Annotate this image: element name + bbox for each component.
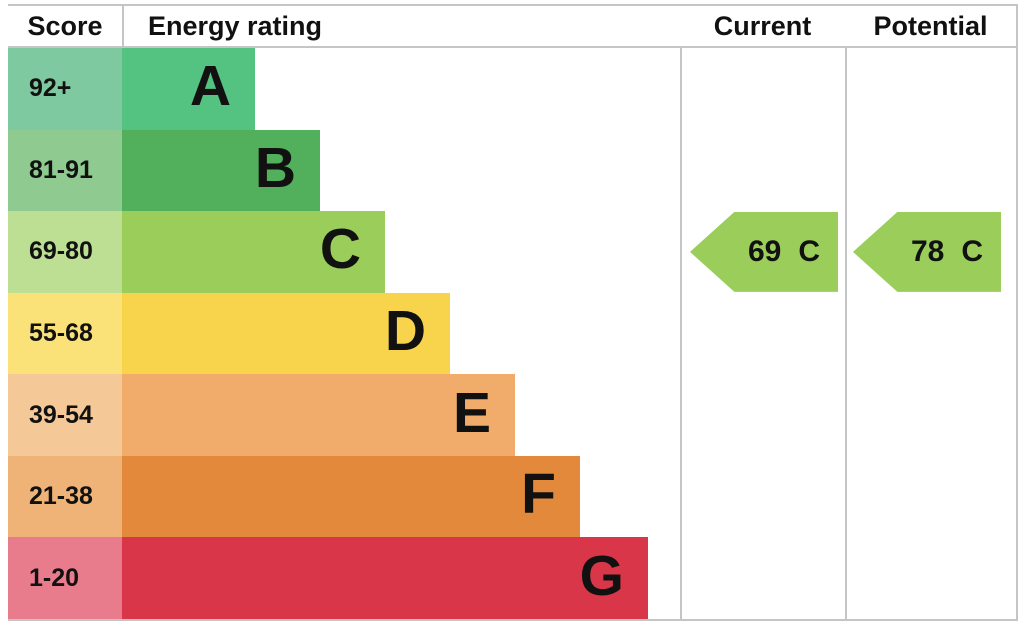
band-bar-A: A [122,48,255,130]
band-row-A: 92+ A [8,48,1016,130]
band-bar-E: E [122,374,515,456]
potential-band-letter: C [961,234,984,268]
band-score-range: 92+ [8,48,122,130]
band-letter: B [254,135,296,200]
band-letter: D [384,299,426,364]
current-score-value: 69 [747,234,782,268]
band-letter: F [521,462,556,527]
band-row-C: 69-80 C [8,211,1016,293]
band-row-G: 1-20 G [8,537,1016,620]
band-bar-D: D [122,292,450,375]
score-rating-header-divider [122,6,124,46]
band-letter: G [579,543,624,608]
band-bar-G: G [122,537,648,620]
band-bar-F: F [122,455,580,538]
band-letter: A [189,54,231,119]
current-column-header: Current [713,11,812,41]
band-letter: E [452,380,491,445]
current-band-letter: C [798,234,821,268]
epc-table: Score Energy rating Current Potential 69… [8,4,1018,621]
band-score-range: 21-38 [8,455,122,538]
band-row-B: 81-91 B [8,129,1016,212]
potential-column-divider [845,48,847,619]
band-score-range: 69-80 [8,211,122,293]
score-column-header: Score [27,11,103,41]
band-row-D: 55-68 D [8,292,1016,375]
band-score-range: 39-54 [8,374,122,456]
band-score-range: 55-68 [8,292,122,375]
band-letter: C [319,217,361,282]
energy-rating-column-header: Energy rating [148,11,323,41]
table-header-row: Score Energy rating Current Potential [8,6,1016,48]
potential-score-value: 78 [910,234,945,268]
potential-column-header: Potential [873,11,988,41]
band-row-F: 21-38 F [8,455,1016,538]
current-column-divider [680,48,682,619]
band-bar-C: C [122,211,385,293]
band-score-range: 1-20 [8,537,122,620]
band-score-range: 81-91 [8,129,122,212]
bands-body: 69 C 78 C 92+ A 81-91 B 69-80 C 55-68 D [8,48,1016,620]
band-bar-B: B [122,129,320,212]
band-row-E: 39-54 E [8,374,1016,456]
